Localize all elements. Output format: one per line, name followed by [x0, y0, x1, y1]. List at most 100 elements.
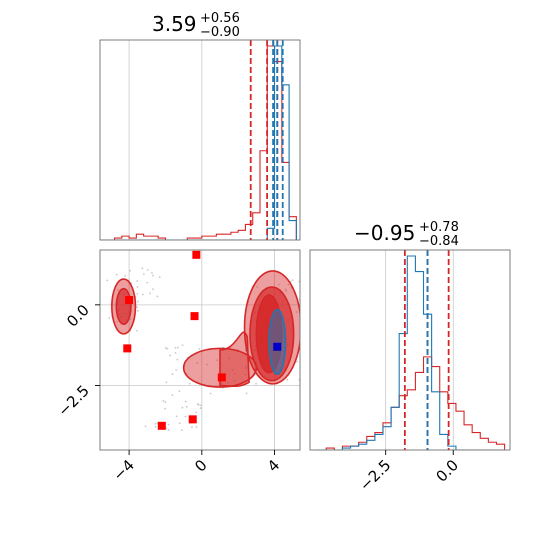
sample-point: [178, 390, 181, 393]
sample-point: [196, 403, 199, 406]
panel-marginal-2-xticks: −2.5 0.0: [356, 450, 462, 495]
histogram-1-series-1: [100, 45, 297, 240]
sample-point: [154, 422, 157, 425]
sample-point: [244, 367, 247, 370]
sample-point: [245, 392, 248, 395]
panel-joint-markers: [123, 250, 282, 430]
panel-marginal-2-title: −0.95 +0.78 −0.84: [354, 216, 464, 249]
sample-point: [184, 415, 187, 418]
sample-point: [234, 372, 236, 375]
panel-marginal-2-grid: [385, 250, 454, 450]
panel-joint: −4 0 4 0.0 −2.5: [54, 249, 303, 484]
sample-point: [136, 286, 139, 288]
title-1-lower: −0.90: [200, 25, 240, 40]
sample-point: [200, 404, 202, 407]
panel-marginal-1-grid: [128, 40, 275, 240]
sample-point: [158, 276, 161, 279]
x-tick-label: −4: [110, 456, 138, 484]
sample-point: [296, 360, 298, 363]
sample-point: [151, 271, 153, 274]
sample-point: [106, 279, 109, 282]
sample-point: [171, 373, 174, 376]
sample-point: [255, 382, 257, 385]
sample-point: [277, 283, 280, 286]
sample-point: [195, 411, 198, 414]
sample-point: [301, 374, 303, 376]
sample-point: [141, 267, 144, 270]
sample-point: [115, 273, 118, 276]
sample-point: [136, 329, 138, 332]
panel-marginal-1-histograms: [100, 45, 297, 240]
marker-red: [125, 296, 134, 304]
y-tick-label: −2.5: [54, 382, 92, 420]
contour-red-5: [115, 287, 132, 325]
sample-point: [129, 318, 132, 321]
sample-point: [144, 425, 147, 428]
marker-red: [157, 421, 166, 430]
contour-bridge: [219, 331, 250, 388]
sample-point: [141, 293, 144, 296]
panel-marginal-2-quantile-lines: [403, 250, 450, 450]
x-tick-label: 4: [264, 456, 283, 475]
sample-point: [137, 300, 139, 303]
sample-point: [165, 381, 168, 384]
title-2-upper: +0.78: [419, 220, 459, 235]
sample-point: [301, 338, 303, 340]
sample-point: [215, 359, 218, 361]
y-tick-label: 0.0: [63, 301, 93, 331]
sample-point: [198, 348, 201, 350]
x-tick-label: 0.0: [432, 456, 462, 486]
sample-point: [209, 392, 212, 395]
contour-blue-0: [268, 308, 287, 375]
sample-point: [206, 363, 208, 366]
sample-point: [174, 351, 177, 354]
title-1-upper: +0.56: [200, 11, 240, 26]
sample-point: [227, 381, 229, 384]
sample-point: [136, 280, 139, 283]
sample-point: [181, 344, 184, 347]
marker-blue: [273, 342, 282, 351]
panel-marginal-2-histograms: [318, 255, 506, 450]
sample-point: [164, 401, 167, 404]
panel-joint-contours: [111, 270, 300, 388]
sample-point: [165, 427, 168, 429]
sample-point: [231, 369, 234, 371]
panel-joint-frame: [99, 249, 301, 451]
sample-point: [188, 382, 191, 385]
sample-point: [177, 346, 179, 349]
sample-point: [175, 369, 178, 371]
sample-point: [129, 269, 132, 272]
sample-point: [191, 426, 193, 429]
sample-point: [154, 425, 157, 428]
sample-point: [178, 422, 181, 425]
sample-point: [146, 281, 149, 284]
sample-point: [228, 357, 231, 360]
sample-point: [245, 365, 247, 368]
sample-point: [169, 354, 172, 357]
marker-red: [123, 344, 132, 353]
panel-marginal-2-frame: [309, 249, 511, 451]
panel-marginal-1-title: 3.59 +0.56 −0.90: [152, 7, 245, 40]
sample-point: [115, 320, 118, 323]
sample-point: [244, 373, 247, 376]
sample-point: [136, 292, 139, 295]
sample-point: [142, 273, 145, 275]
sample-point: [167, 423, 170, 426]
sample-point: [256, 285, 259, 288]
sample-point: [199, 407, 202, 409]
sample-point: [162, 400, 165, 402]
sample-point: [164, 407, 167, 410]
sample-point: [149, 292, 151, 295]
sample-point: [233, 380, 236, 382]
sample-point: [295, 311, 298, 313]
sample-point: [171, 394, 174, 396]
sample-point: [117, 289, 119, 292]
sample-point: [164, 347, 167, 349]
sample-point: [286, 378, 289, 381]
sample-point: [284, 288, 287, 291]
marker-red: [192, 250, 201, 259]
sample-point: [152, 274, 154, 277]
sample-point: [185, 405, 188, 408]
sample-point: [181, 429, 183, 432]
